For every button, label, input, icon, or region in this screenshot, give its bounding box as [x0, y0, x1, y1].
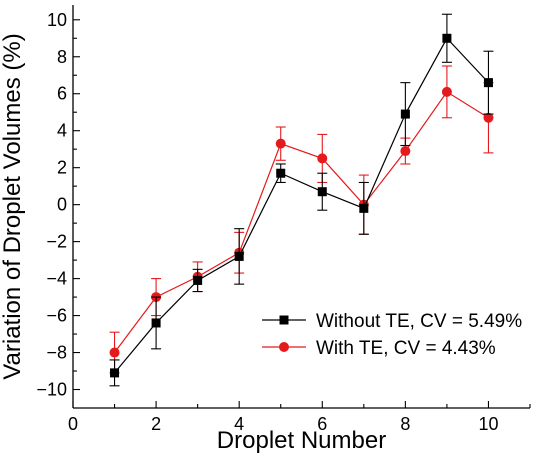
y-tick-label: −4: [46, 269, 67, 289]
data-point: [110, 368, 120, 378]
legend-label-without-te: Without TE, CV = 5.49%: [316, 311, 522, 332]
y-tick-label: −2: [46, 232, 67, 252]
data-point: [317, 153, 328, 164]
series-line: [114, 37, 489, 374]
y-tick-label: −8: [46, 343, 67, 363]
data-point: [276, 168, 286, 178]
x-axis-title: Droplet Number: [217, 427, 386, 454]
legend-marker-with-te: [279, 342, 289, 352]
x-tick-label: 6: [317, 414, 327, 434]
data-point: [275, 138, 286, 149]
data-point: [193, 275, 203, 285]
series-without-te: [109, 13, 494, 387]
y-tick-label: 4: [57, 121, 67, 141]
data-point: [151, 318, 161, 328]
y-tick-label: 10: [47, 10, 67, 30]
x-tick-label: 2: [151, 414, 161, 434]
y-tick-label: 6: [57, 84, 67, 104]
data-point: [317, 187, 327, 197]
legend-label-with-te: With TE, CV = 4.43%: [316, 338, 496, 359]
legend-marker-without-te: [279, 315, 289, 325]
data-point: [442, 33, 452, 43]
data-point: [400, 109, 410, 119]
y-tick-label: 8: [57, 47, 67, 67]
data-point: [441, 86, 452, 97]
y-tick-label: −6: [46, 306, 67, 326]
data-layer: [109, 13, 494, 387]
axes: 0 2 4 6 8 10 −10 −8 −6 −4 −2 0 2 4 6 8 10: [36, 5, 531, 434]
data-point: [483, 78, 493, 88]
y-tick-label: 0: [57, 195, 67, 215]
y-axis-title: Variation of Droplet Volumes (%): [0, 33, 26, 379]
y-tick-label: −10: [36, 380, 67, 400]
x-tick-label: 0: [68, 414, 78, 434]
x-tick-label: 4: [234, 414, 244, 434]
data-point: [234, 251, 244, 261]
series-line: [114, 91, 489, 353]
x-tick-label: 10: [478, 414, 498, 434]
data-point: [359, 203, 369, 213]
data-point: [109, 347, 120, 358]
y-tick-label: 2: [57, 158, 67, 178]
data-point: [483, 112, 494, 123]
data-point: [400, 146, 411, 157]
legend: Without TE, CV = 5.49% With TE, CV = 4.4…: [262, 311, 522, 359]
x-tick-label: 8: [400, 414, 410, 434]
